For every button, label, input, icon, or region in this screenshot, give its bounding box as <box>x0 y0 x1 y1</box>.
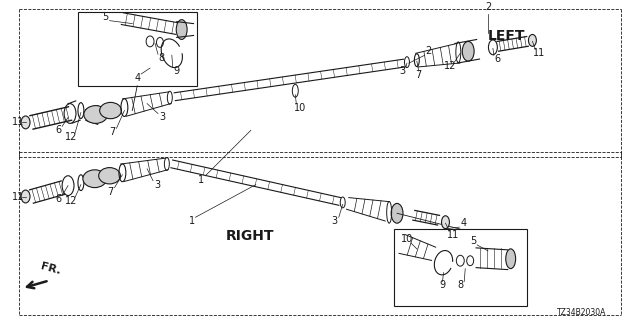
Text: 12: 12 <box>65 196 77 206</box>
Text: 6: 6 <box>495 54 501 64</box>
Ellipse shape <box>176 20 187 39</box>
Ellipse shape <box>21 190 30 203</box>
Ellipse shape <box>99 168 120 184</box>
Text: 12: 12 <box>444 61 456 71</box>
Text: 4: 4 <box>134 73 140 83</box>
Text: 3: 3 <box>159 112 165 123</box>
Ellipse shape <box>506 249 516 268</box>
Text: 3: 3 <box>332 216 338 226</box>
Text: 11: 11 <box>533 48 545 58</box>
Ellipse shape <box>83 170 107 188</box>
Text: 2: 2 <box>485 2 491 12</box>
Bar <box>394 229 527 306</box>
Text: 6: 6 <box>55 125 61 135</box>
Text: RIGHT: RIGHT <box>226 229 275 243</box>
Ellipse shape <box>529 35 536 46</box>
Text: 3: 3 <box>399 66 405 76</box>
Ellipse shape <box>21 116 30 129</box>
Text: 5: 5 <box>102 12 109 22</box>
Text: 1: 1 <box>189 216 195 226</box>
Text: 9: 9 <box>173 66 180 76</box>
Text: 9: 9 <box>440 280 445 291</box>
Text: 6: 6 <box>55 195 61 204</box>
Ellipse shape <box>442 216 449 228</box>
Text: 11: 11 <box>12 117 24 127</box>
Text: 2: 2 <box>426 46 432 56</box>
Text: 11: 11 <box>447 230 460 240</box>
Text: 8: 8 <box>159 53 165 63</box>
Text: 10: 10 <box>401 234 413 244</box>
Text: FR.: FR. <box>40 261 62 276</box>
Text: 8: 8 <box>457 280 463 291</box>
Text: 7: 7 <box>108 187 114 196</box>
Ellipse shape <box>84 106 108 124</box>
Ellipse shape <box>100 102 122 119</box>
Text: LEFT: LEFT <box>488 28 525 43</box>
Text: 7: 7 <box>109 127 116 137</box>
Text: 10: 10 <box>294 103 307 113</box>
Text: TZ34B2030A: TZ34B2030A <box>557 308 607 316</box>
Text: 11: 11 <box>12 191 24 202</box>
Text: 12: 12 <box>65 132 77 142</box>
Text: 5: 5 <box>470 236 476 246</box>
Text: 1: 1 <box>198 175 205 185</box>
Ellipse shape <box>462 41 474 61</box>
Bar <box>78 12 196 86</box>
Text: 4: 4 <box>460 218 467 228</box>
Text: 3: 3 <box>154 180 160 190</box>
Ellipse shape <box>391 204 403 223</box>
Text: 7: 7 <box>415 70 422 80</box>
